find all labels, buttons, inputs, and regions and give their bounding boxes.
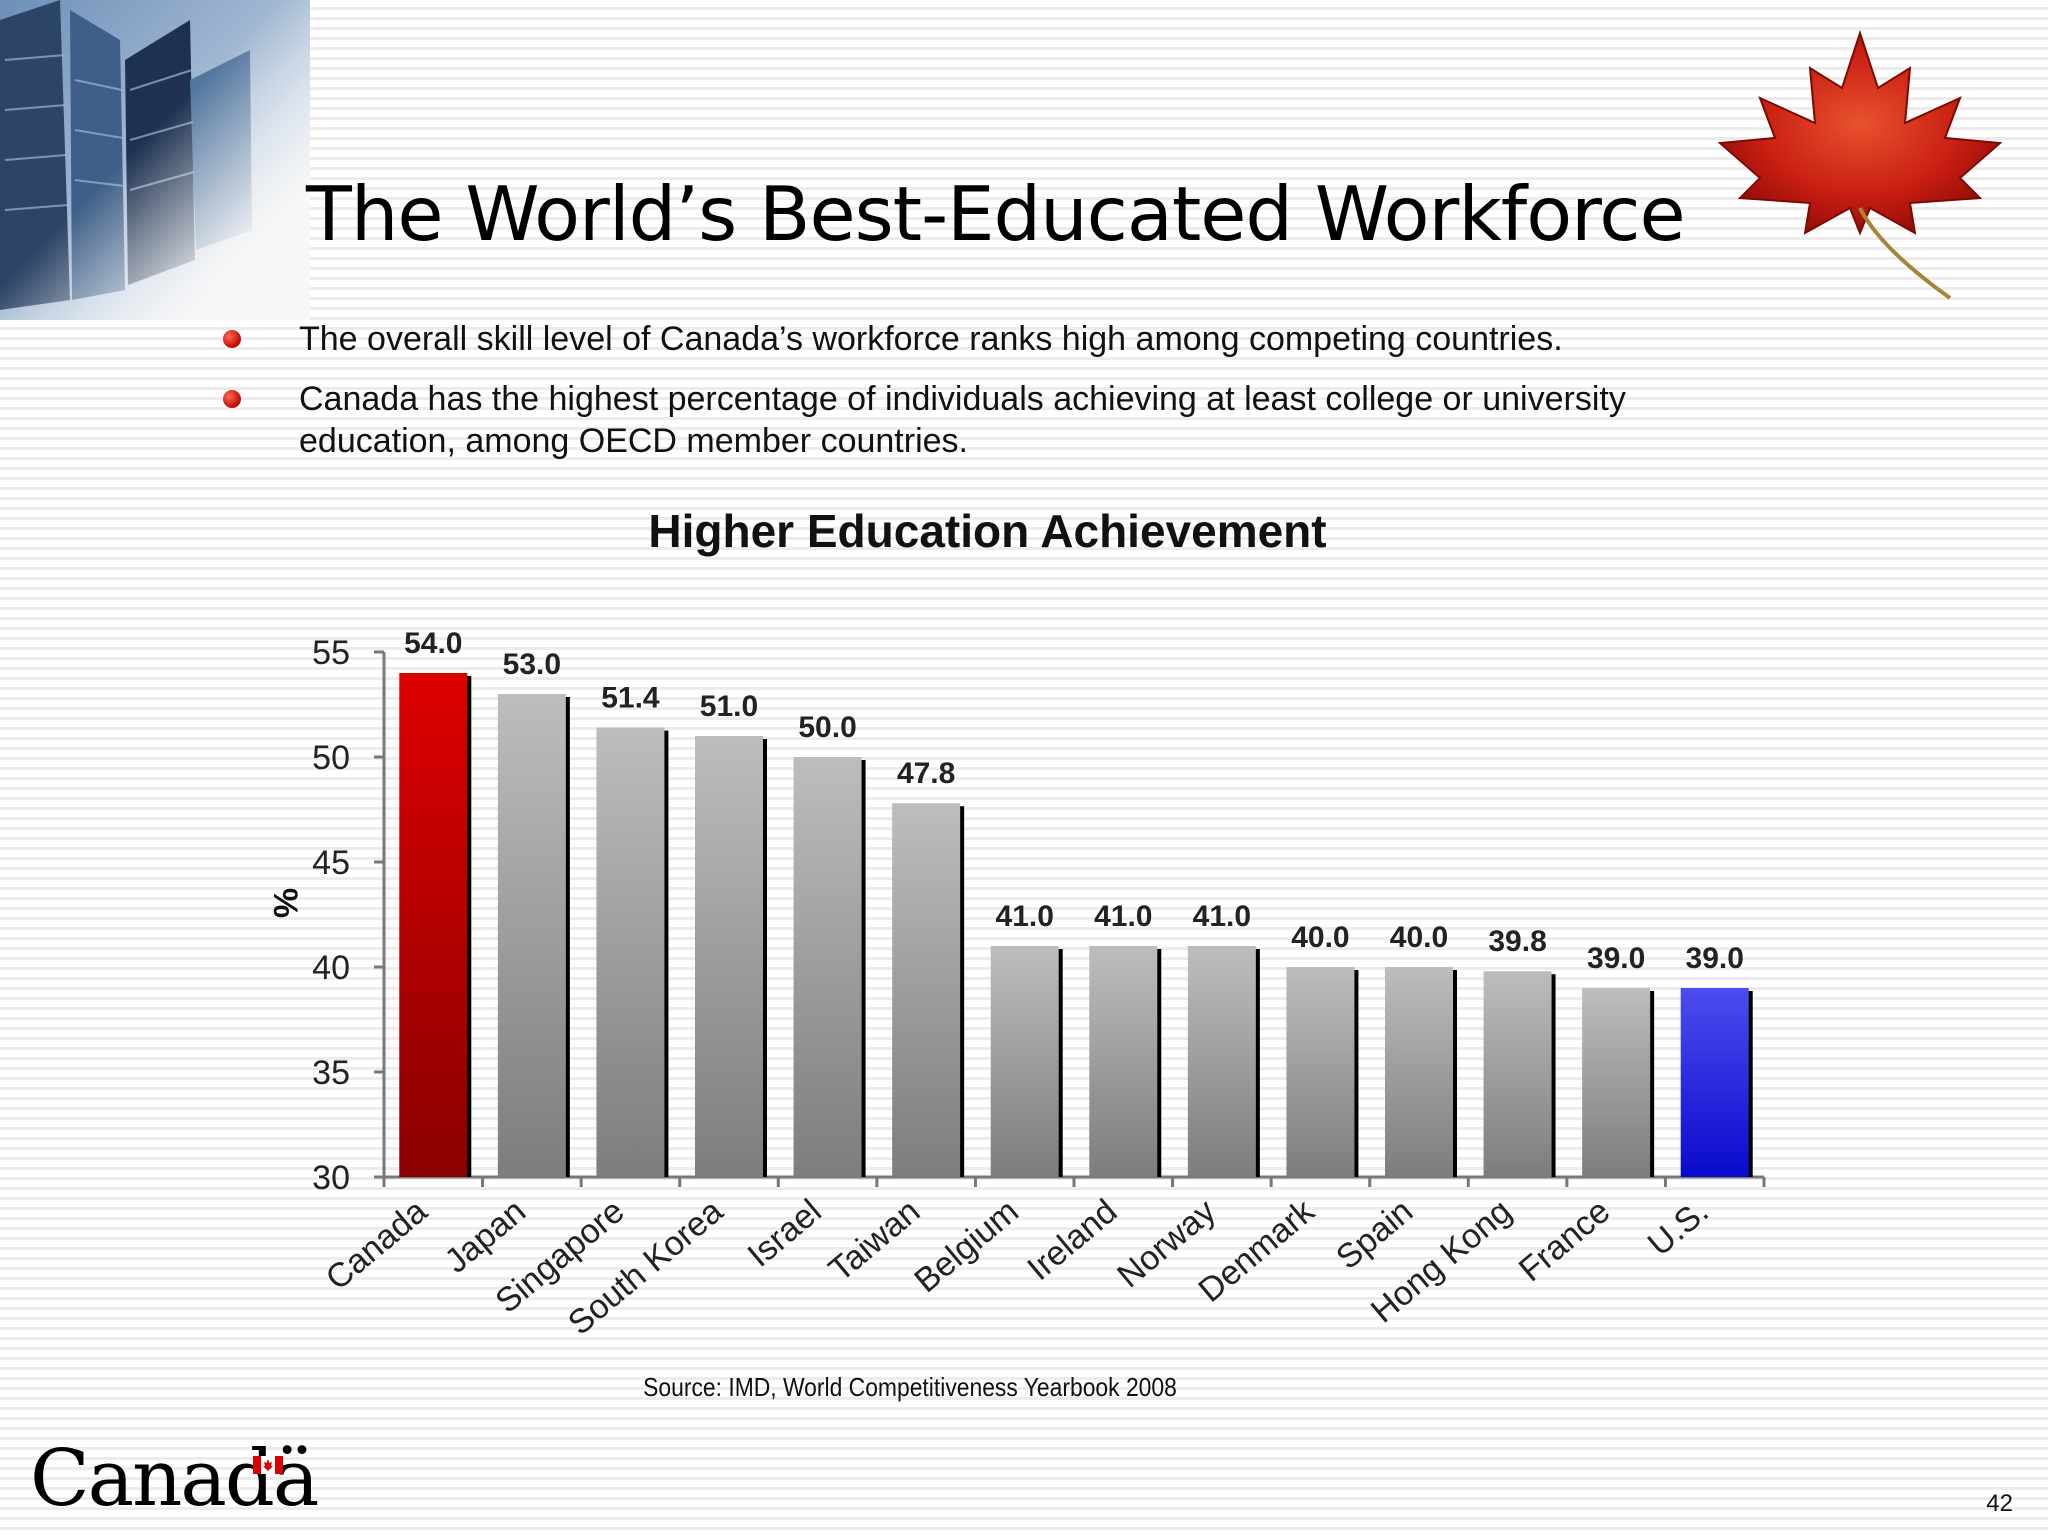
data-label: 50.0 [798, 711, 856, 744]
bullet-item: The overall skill level of Canada’s work… [220, 318, 1740, 360]
data-label: 41.0 [1193, 900, 1251, 933]
bar-norway [1187, 946, 1256, 1177]
category-label: Ireland [1020, 1192, 1124, 1288]
data-label: 47.8 [897, 757, 955, 790]
canada-wordmark: Canadä [30, 1434, 319, 1524]
bullet-dot-icon [223, 330, 241, 348]
bullet-dot-icon [223, 390, 241, 408]
chart-title: Higher Education Achievement [648, 505, 1327, 557]
category-label: Belgium [907, 1192, 1026, 1300]
bar-hong-kong [1483, 971, 1552, 1177]
bar-canada [399, 673, 468, 1177]
data-label: 41.0 [1094, 900, 1152, 933]
source-note: Source: IMD, World Competitiveness Yearb… [643, 1372, 1177, 1402]
bar-japan [497, 694, 566, 1177]
bar-denmark [1286, 967, 1355, 1177]
bullet-item: Canada has the highest percentage of ind… [220, 378, 1740, 462]
bar-belgium [990, 946, 1059, 1177]
bullet-text: The overall skill level of Canada’s work… [299, 320, 1563, 358]
bar-spain [1385, 967, 1453, 1177]
data-label: 54.0 [404, 627, 462, 660]
data-label: 39.0 [1587, 942, 1645, 975]
bar-chart: 303540455055%54.0Canada53.0Japan51.4Sing… [266, 627, 1766, 1343]
data-label: 40.0 [1291, 921, 1349, 954]
y-tick-label: 30 [312, 1159, 350, 1197]
data-label: 51.0 [700, 690, 758, 723]
y-tick-label: 40 [312, 949, 350, 987]
y-tick-label: 55 [312, 634, 350, 672]
data-label: 40.0 [1390, 921, 1448, 954]
canada-flag-icon [253, 1456, 283, 1474]
bullet-text: Canada has the highest percentage of ind… [299, 380, 1626, 460]
data-label: 39.0 [1686, 942, 1744, 975]
y-tick-label: 45 [312, 844, 350, 882]
page-number: 42 [1986, 1490, 2013, 1517]
bar-taiwan [892, 803, 961, 1177]
office-towers-photo [0, 0, 310, 320]
category-label: Israel [741, 1192, 829, 1275]
bar-south-korea [695, 736, 763, 1177]
bar-singapore [596, 727, 665, 1177]
category-label: Canada [319, 1192, 435, 1298]
category-label: Spain [1329, 1192, 1420, 1277]
maple-leaf-icon [1717, 29, 2003, 300]
data-label: 41.0 [996, 900, 1054, 933]
y-tick-label: 35 [312, 1054, 350, 1092]
y-tick-label: 50 [312, 739, 350, 777]
y-axis-label: % [266, 888, 304, 918]
bar-u-s- [1680, 988, 1749, 1177]
bar-france [1582, 988, 1651, 1177]
category-label: U.S. [1641, 1192, 1716, 1264]
data-label: 51.4 [601, 682, 660, 715]
slide-title: The World’s Best-Educated Workforce [306, 170, 1686, 258]
data-label: 53.0 [503, 648, 561, 681]
data-label: 39.8 [1488, 925, 1546, 958]
bar-ireland [1089, 946, 1158, 1177]
category-label: France [1512, 1192, 1617, 1289]
bar-israel [793, 757, 862, 1177]
bullet-list: The overall skill level of Canada’s work… [220, 318, 1740, 480]
